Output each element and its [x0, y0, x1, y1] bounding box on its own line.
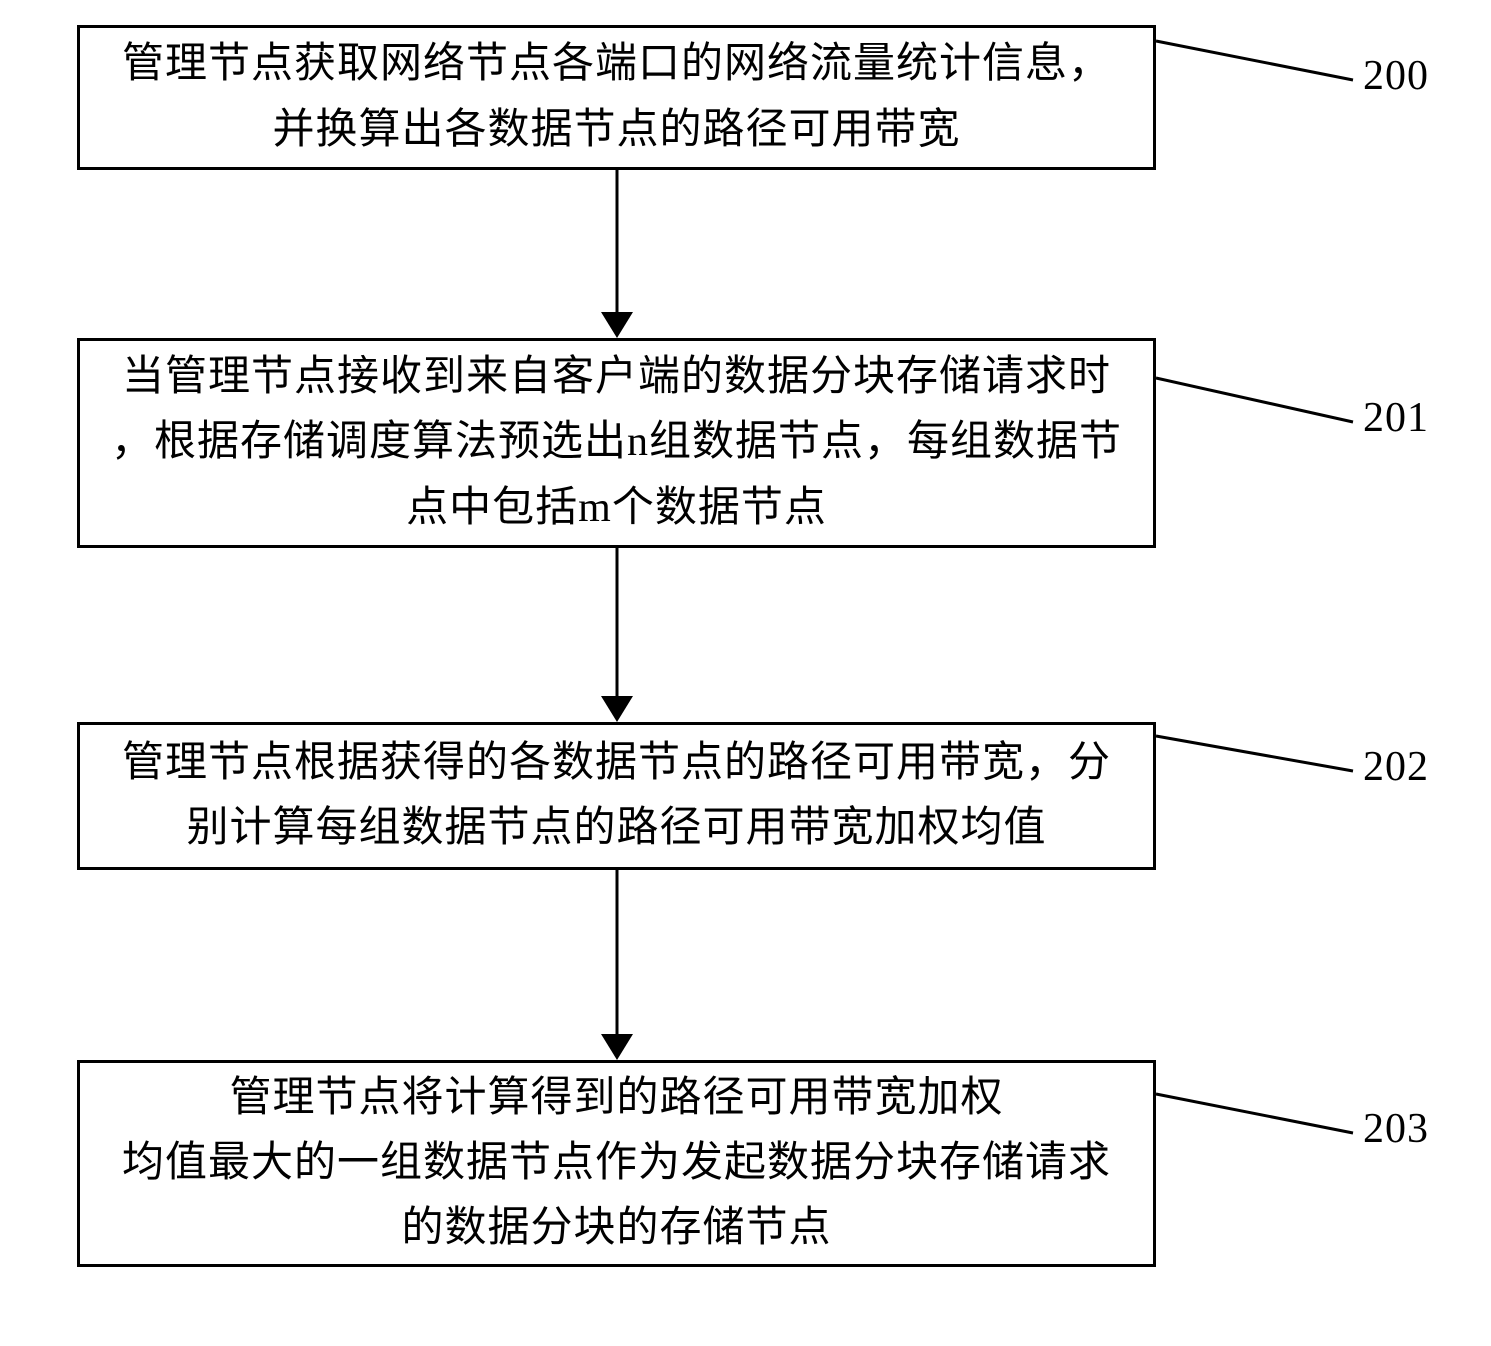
ref-label-203: 203: [1363, 1105, 1429, 1153]
flowchart-canvas: 管理节点获取网络节点各端口的网络流量统计信息， 并换算出各数据节点的路径可用带宽…: [0, 0, 1491, 1346]
leader-line-203: [0, 0, 1491, 1346]
